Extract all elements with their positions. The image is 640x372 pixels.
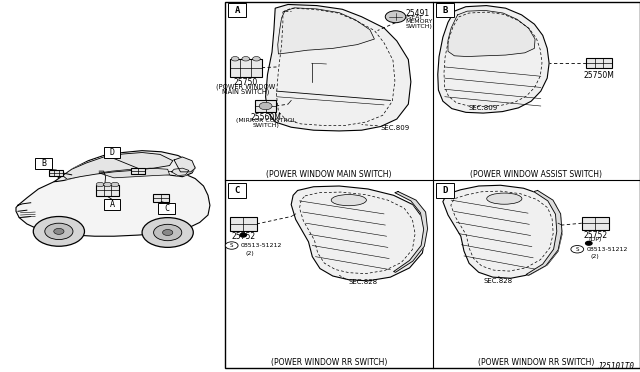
Circle shape	[33, 217, 84, 246]
Circle shape	[242, 57, 250, 61]
Polygon shape	[291, 186, 426, 281]
Text: 25560M: 25560M	[250, 113, 281, 122]
Text: 25752: 25752	[583, 231, 607, 240]
Circle shape	[240, 233, 246, 237]
Polygon shape	[16, 168, 210, 236]
Text: 25750M: 25750M	[584, 71, 614, 80]
Circle shape	[385, 11, 406, 23]
Polygon shape	[448, 10, 535, 57]
Text: (MIRROR CONTROL: (MIRROR CONTROL	[236, 118, 296, 123]
Text: SEC.828: SEC.828	[349, 279, 378, 285]
Polygon shape	[443, 185, 562, 278]
Text: 25491: 25491	[406, 9, 430, 17]
Bar	[230, 217, 257, 231]
Text: (POWER WINDOW MAIN SWITCH): (POWER WINDOW MAIN SWITCH)	[266, 170, 392, 179]
Bar	[131, 168, 145, 174]
Text: (POWER WINDOW: (POWER WINDOW	[216, 83, 275, 90]
Bar	[225, 2, 640, 368]
Bar	[49, 170, 63, 176]
Polygon shape	[172, 168, 189, 176]
Text: C: C	[164, 204, 169, 213]
Bar	[255, 100, 276, 112]
Circle shape	[96, 182, 104, 187]
Bar	[104, 199, 120, 210]
Bar	[436, 183, 454, 198]
Text: 25752: 25752	[231, 232, 255, 241]
Text: 08513-51212: 08513-51212	[241, 243, 282, 248]
Polygon shape	[63, 153, 173, 179]
Polygon shape	[438, 6, 549, 113]
Bar	[35, 158, 52, 169]
Text: (POWER WINDOW ASSIST SWITCH): (POWER WINDOW ASSIST SWITCH)	[470, 170, 602, 179]
Circle shape	[253, 57, 260, 61]
Text: SWITCH): SWITCH)	[252, 123, 279, 128]
Text: (2): (2)	[245, 251, 254, 256]
Circle shape	[154, 224, 182, 241]
Bar	[230, 59, 262, 77]
Polygon shape	[174, 157, 195, 172]
Ellipse shape	[332, 195, 367, 206]
Text: (2): (2)	[591, 254, 600, 259]
Circle shape	[225, 242, 238, 249]
Polygon shape	[394, 192, 428, 272]
Bar	[436, 3, 454, 17]
Text: 25750: 25750	[234, 78, 258, 87]
Circle shape	[259, 102, 272, 110]
Text: (POWER WINDOW RR SWITCH): (POWER WINDOW RR SWITCH)	[271, 358, 387, 367]
Bar	[582, 217, 609, 230]
Text: SEC.828: SEC.828	[483, 278, 513, 284]
Polygon shape	[99, 168, 170, 178]
Text: (SEAT: (SEAT	[406, 15, 424, 20]
Text: J25101T0: J25101T0	[596, 362, 634, 371]
Bar	[228, 183, 246, 198]
Circle shape	[231, 57, 239, 61]
Circle shape	[54, 228, 64, 234]
Circle shape	[586, 241, 592, 245]
Text: MEMORY: MEMORY	[406, 19, 433, 25]
Text: 08513-51212: 08513-51212	[586, 247, 628, 252]
Text: S: S	[575, 247, 579, 252]
Text: B: B	[442, 6, 447, 15]
Polygon shape	[278, 8, 374, 54]
Text: (DP): (DP)	[589, 237, 602, 241]
Circle shape	[45, 223, 73, 240]
Text: A: A	[235, 6, 240, 15]
Text: D: D	[442, 186, 447, 195]
Polygon shape	[54, 151, 195, 182]
Text: SEC.809: SEC.809	[468, 105, 498, 111]
Ellipse shape	[487, 193, 522, 204]
Bar	[228, 3, 246, 17]
Text: SEC.809: SEC.809	[381, 125, 410, 131]
Text: A: A	[109, 200, 115, 209]
Bar	[97, 185, 119, 196]
Circle shape	[163, 230, 173, 235]
Circle shape	[104, 182, 111, 187]
Text: C: C	[235, 186, 240, 195]
Bar	[586, 58, 612, 68]
Circle shape	[142, 218, 193, 247]
Text: S: S	[230, 243, 234, 248]
Text: SWITCH): SWITCH)	[406, 24, 433, 29]
Bar	[154, 194, 170, 202]
Text: (POWER WINDOW RR SWITCH): (POWER WINDOW RR SWITCH)	[478, 358, 595, 367]
Text: B: B	[41, 159, 46, 168]
Circle shape	[571, 246, 584, 253]
Bar	[158, 203, 175, 214]
Polygon shape	[266, 4, 411, 131]
Polygon shape	[526, 190, 562, 275]
Text: MAIN SWITCH): MAIN SWITCH)	[222, 88, 269, 94]
Bar	[104, 147, 120, 158]
Text: D: D	[109, 148, 115, 157]
Circle shape	[111, 182, 119, 187]
